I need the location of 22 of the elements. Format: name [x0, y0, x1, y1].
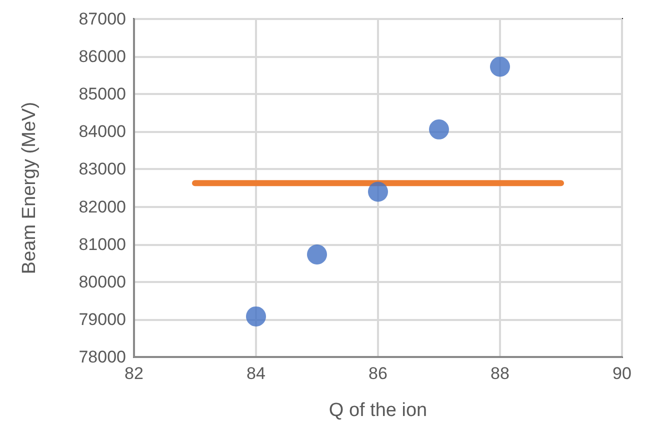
y-tick-label: 86000	[78, 47, 126, 66]
y-tick-label: 79000	[78, 310, 126, 329]
x-tick-label: 90	[612, 364, 632, 383]
y-tick-label: 82000	[78, 197, 126, 216]
point	[429, 119, 449, 140]
point	[490, 56, 510, 77]
x-tick-label: 82	[124, 364, 144, 383]
y-tick-label: 78000	[78, 348, 126, 366]
point	[307, 244, 327, 264]
point	[246, 306, 266, 326]
y-tick-label: 81000	[78, 234, 126, 254]
point	[368, 182, 388, 202]
y-tick-label: 87000	[78, 10, 126, 28]
y-tick-label: 84000	[78, 122, 126, 142]
x-tick-label: 86	[368, 364, 388, 383]
y-tick-label: 83000	[78, 160, 126, 179]
x-tick-label: 84	[246, 364, 266, 383]
y-tick-label: 85000	[78, 84, 126, 104]
y-tick-label: 80000	[78, 272, 126, 292]
x-axis-title: Q of the ion	[328, 400, 428, 421]
x-tick-label: 88	[490, 364, 510, 383]
y-axis-title: Beam Energy (MeV)	[19, 102, 40, 274]
